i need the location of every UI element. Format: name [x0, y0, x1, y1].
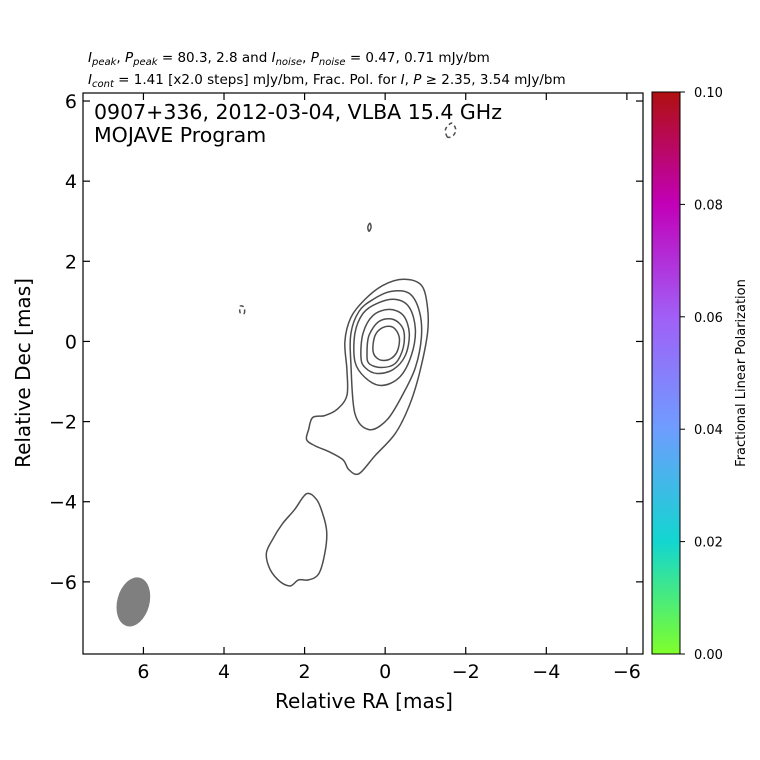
plot-area: 6 4 2 0 −2 −4 −6 6 4 2 0 −2 −4 −6 0907+336, 2012-03-0… — [49, 91, 644, 683]
x-tick-label-0: 6 — [137, 661, 149, 683]
plot-frame — [82, 92, 644, 655]
contour-2 — [353, 298, 417, 387]
colorbar-tick-label-3: 0.06 — [694, 311, 723, 326]
beam-layer — [116, 577, 151, 627]
negative-contour-9 — [444, 122, 457, 139]
contour-3 — [360, 308, 411, 375]
contour-4 — [366, 317, 406, 369]
colorbar-label: Fractional Linear Polarization — [734, 279, 749, 467]
header-line-1: Ipeak, Ppeak = 80.3, 2.8 and Inoise, Pno… — [88, 50, 490, 68]
y-axis-label: Relative Dec [mas] — [11, 278, 35, 468]
colorbar-gradient — [651, 91, 681, 655]
beam-ellipse — [116, 577, 151, 627]
y-tick-label-0: 6 — [65, 91, 77, 113]
contour-7 — [367, 222, 372, 232]
y-tick-label-3: 0 — [65, 331, 77, 353]
contour-6 — [265, 492, 328, 587]
negative-contour-8 — [238, 305, 246, 315]
x-axis-label: Relative RA [mas] — [275, 689, 453, 713]
y-tick-label-2: 2 — [65, 251, 77, 273]
x-tick-label-2: 2 — [299, 661, 311, 683]
colorbar-tick-label-2: 0.04 — [694, 423, 723, 438]
x-tick-label-4: −2 — [452, 661, 480, 683]
contour-layer — [238, 122, 457, 587]
x-tick-label-1: 4 — [218, 661, 230, 683]
y-tick-label-1: 4 — [65, 171, 77, 193]
chart-title: 0907+336, 2012-03-04, VLBA 15.4 GHz — [94, 100, 502, 124]
colorbar-tick-label-5: 0.10 — [694, 86, 723, 101]
header-line-2: Icont = 1.41 [x2.0 steps] mJy/bm, Frac. … — [88, 72, 566, 90]
colorbar-ticks: 0.00 0.02 0.04 0.06 0.08 0.10 — [680, 86, 723, 663]
y-tick-label-5: −4 — [49, 492, 77, 514]
x-tick-label-5: −4 — [532, 661, 560, 683]
x-tick-label-6: −6 — [613, 661, 641, 683]
y-tick-label-4: −2 — [49, 412, 77, 434]
colorbar-tick-label-0: 0.00 — [694, 648, 723, 663]
contour-5 — [372, 325, 401, 362]
contour-1 — [349, 289, 423, 431]
colorbar-tick-label-1: 0.02 — [694, 536, 723, 551]
colorbar-tick-label-4: 0.08 — [694, 198, 723, 213]
tick-layer: 6 4 2 0 −2 −4 −6 6 4 2 0 −2 −4 −6 — [49, 91, 643, 683]
contour-0 — [305, 278, 430, 476]
colorbar: 0.00 0.02 0.04 0.06 0.08 0.10 Fractional Line… — [651, 86, 749, 663]
x-tick-label-3: 0 — [379, 661, 391, 683]
y-tick-label-6: −6 — [49, 572, 77, 594]
chart-subtitle: MOJAVE Program — [94, 123, 266, 147]
